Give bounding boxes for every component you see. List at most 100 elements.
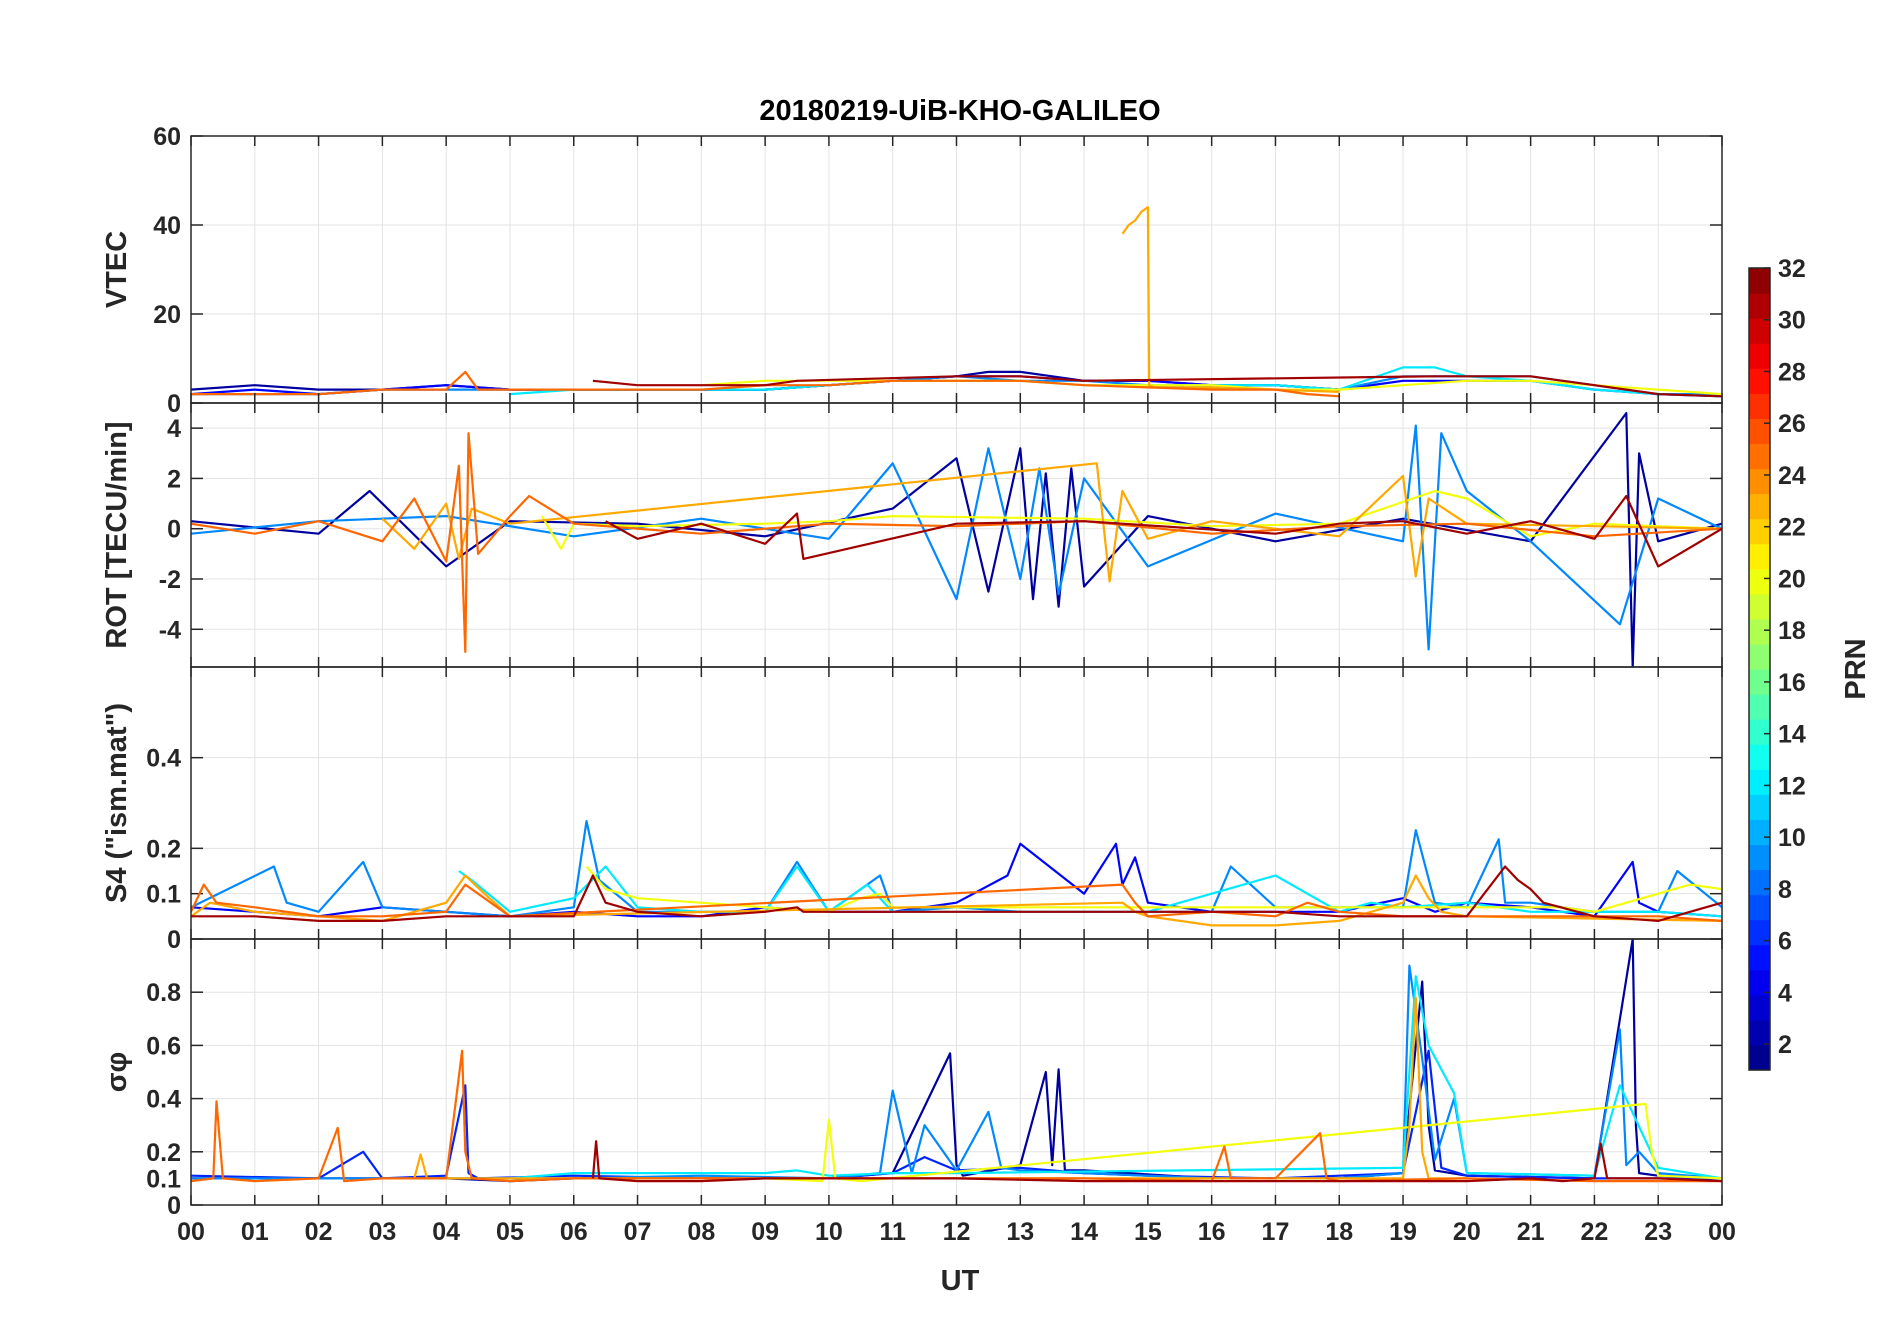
colorbar-level — [1749, 518, 1770, 545]
series-line-prn-9 — [191, 819, 1722, 918]
y-tick-label: 0.2 — [146, 1139, 181, 1167]
x-tick-label: 13 — [1006, 1218, 1034, 1246]
colorbar-level — [1749, 468, 1770, 495]
x-tick-label: 11 — [879, 1218, 906, 1246]
colorbar-level — [1749, 293, 1770, 319]
colorbar-tick-label: 22 — [1778, 514, 1806, 542]
colorbar-tick-label: 20 — [1778, 565, 1806, 593]
y-tick-label: 20 — [153, 301, 181, 329]
colorbar-tick-label: 12 — [1778, 772, 1806, 800]
series-line-prn-9 — [191, 424, 1722, 651]
colorbar-level — [1749, 418, 1770, 445]
colorbar-frame — [1748, 267, 1771, 1071]
panel-rot: -4 -2 0 2 4 ROT [TECU/min] — [101, 402, 1723, 668]
y-axis-label-vtec: VTEC — [101, 231, 133, 308]
x-tick-label: 07 — [624, 1218, 652, 1246]
colorbar-tick-label: 10 — [1778, 824, 1806, 852]
colorbar-level — [1749, 1044, 1770, 1071]
series-line-prn-25 — [191, 432, 1722, 654]
y-tick-label: 0.4 — [146, 745, 181, 773]
colorbar-tick-label: 26 — [1778, 410, 1806, 438]
series-line-prn-20 — [585, 865, 1722, 913]
y-tick-label: 0.2 — [146, 835, 181, 863]
colorbar-tick-label: 16 — [1778, 669, 1806, 697]
y-tick-label: 0.8 — [146, 979, 181, 1007]
series-line-prn-2 — [191, 412, 1722, 667]
y-tick-label: 0 — [167, 926, 181, 954]
x-tick-label: 20 — [1453, 1218, 1481, 1246]
x-axis-label: UT — [941, 1265, 980, 1297]
colorbar-level — [1749, 769, 1770, 795]
colorbar-tick-label: 18 — [1778, 617, 1806, 645]
colorbar-tick-label: 6 — [1778, 928, 1792, 956]
colorbar-level — [1749, 593, 1770, 620]
y-tick-label: 4 — [167, 415, 181, 443]
colorbar-level — [1749, 618, 1770, 645]
x-tick-label: 00 — [1708, 1218, 1736, 1246]
x-tick-label: 02 — [305, 1218, 333, 1246]
series-group — [191, 206, 1722, 398]
series-line-prn-23 — [413, 996, 1467, 1180]
colorbar-level — [1749, 869, 1770, 896]
x-tick-label: 00 — [177, 1218, 205, 1246]
series-line-prn-31 — [191, 865, 1722, 923]
colorbar-level — [1749, 819, 1770, 846]
x-tick-label: 06 — [560, 1218, 588, 1246]
y-tick-label: 40 — [153, 212, 181, 240]
series-group — [191, 939, 1722, 1183]
x-tick-label: 16 — [1198, 1218, 1226, 1246]
colorbar-level — [1749, 368, 1770, 394]
colorbar-level — [1749, 493, 1770, 520]
x-tick-label: 12 — [943, 1218, 971, 1246]
colorbar-level — [1749, 844, 1770, 871]
colorbar-level — [1749, 694, 1770, 720]
x-tick-label: 17 — [1262, 1218, 1290, 1246]
x-tick-label: 23 — [1644, 1218, 1672, 1246]
colorbar-level — [1749, 568, 1770, 595]
colorbar-level — [1749, 343, 1770, 369]
x-tick-label: 04 — [432, 1218, 460, 1246]
colorbar-tick-label: 32 — [1778, 255, 1806, 283]
x-tick-label: 22 — [1581, 1218, 1609, 1246]
colorbar-level — [1749, 894, 1770, 921]
colorbar-tick-label: 8 — [1778, 876, 1792, 904]
colorbar-level — [1749, 944, 1770, 971]
y-axis-label-sigma_phi: σφ — [101, 1052, 133, 1093]
x-axis: 00 01 02 03 04 05 06 07 08 09 10 11 12 13 14 15 16 17 18 19… — [177, 1218, 1736, 1246]
colorbar-level — [1749, 794, 1770, 820]
colorbar-level — [1749, 318, 1770, 344]
series-group — [191, 819, 1722, 927]
series-line-prn-31 — [591, 1140, 1722, 1183]
y-tick-label: 60 — [153, 123, 181, 151]
series-line-prn-20 — [765, 1102, 1722, 1183]
y-tick-label: 2 — [167, 465, 181, 493]
chart-title: 20180219-UiB-KHO-GALILEO — [759, 95, 1160, 127]
x-tick-label: 08 — [687, 1218, 715, 1246]
x-tick-label: 14 — [1070, 1218, 1098, 1246]
colorbar-tick-label: 4 — [1778, 979, 1792, 1007]
x-tick-label: 10 — [815, 1218, 843, 1246]
panel-vtec: 0 20 40 60 VTEC — [101, 123, 1723, 418]
y-tick-label: 0.6 — [146, 1032, 181, 1060]
colorbar-tick-label: 30 — [1778, 307, 1806, 335]
x-tick-label: 18 — [1325, 1218, 1353, 1246]
panel-sigma_phi: 00.10.2 0.4 0.6 0.8 σφ — [101, 938, 1723, 1220]
y-axis-label-s4: S4 ("ism.mat") — [101, 703, 133, 903]
x-tick-label: 21 — [1517, 1218, 1545, 1246]
colorbar-level — [1749, 669, 1770, 695]
y-tick-label: 0 — [167, 516, 181, 544]
y-tick-label: 0 — [167, 1192, 181, 1220]
colorbar-level — [1749, 994, 1770, 1021]
x-tick-label: 05 — [496, 1218, 524, 1246]
colorbar-level — [1749, 969, 1770, 996]
y-tick-label: 0.4 — [146, 1086, 181, 1114]
colorbar-level — [1749, 443, 1770, 470]
colorbar-level — [1749, 744, 1770, 770]
series-line-prn-20 — [701, 379, 1722, 396]
y-tick-label: 0 — [167, 390, 181, 418]
x-tick-label: 15 — [1134, 1218, 1162, 1246]
y-axis-label-rot: ROT [TECU/min] — [101, 421, 133, 648]
y-tick-label: -2 — [159, 566, 181, 594]
